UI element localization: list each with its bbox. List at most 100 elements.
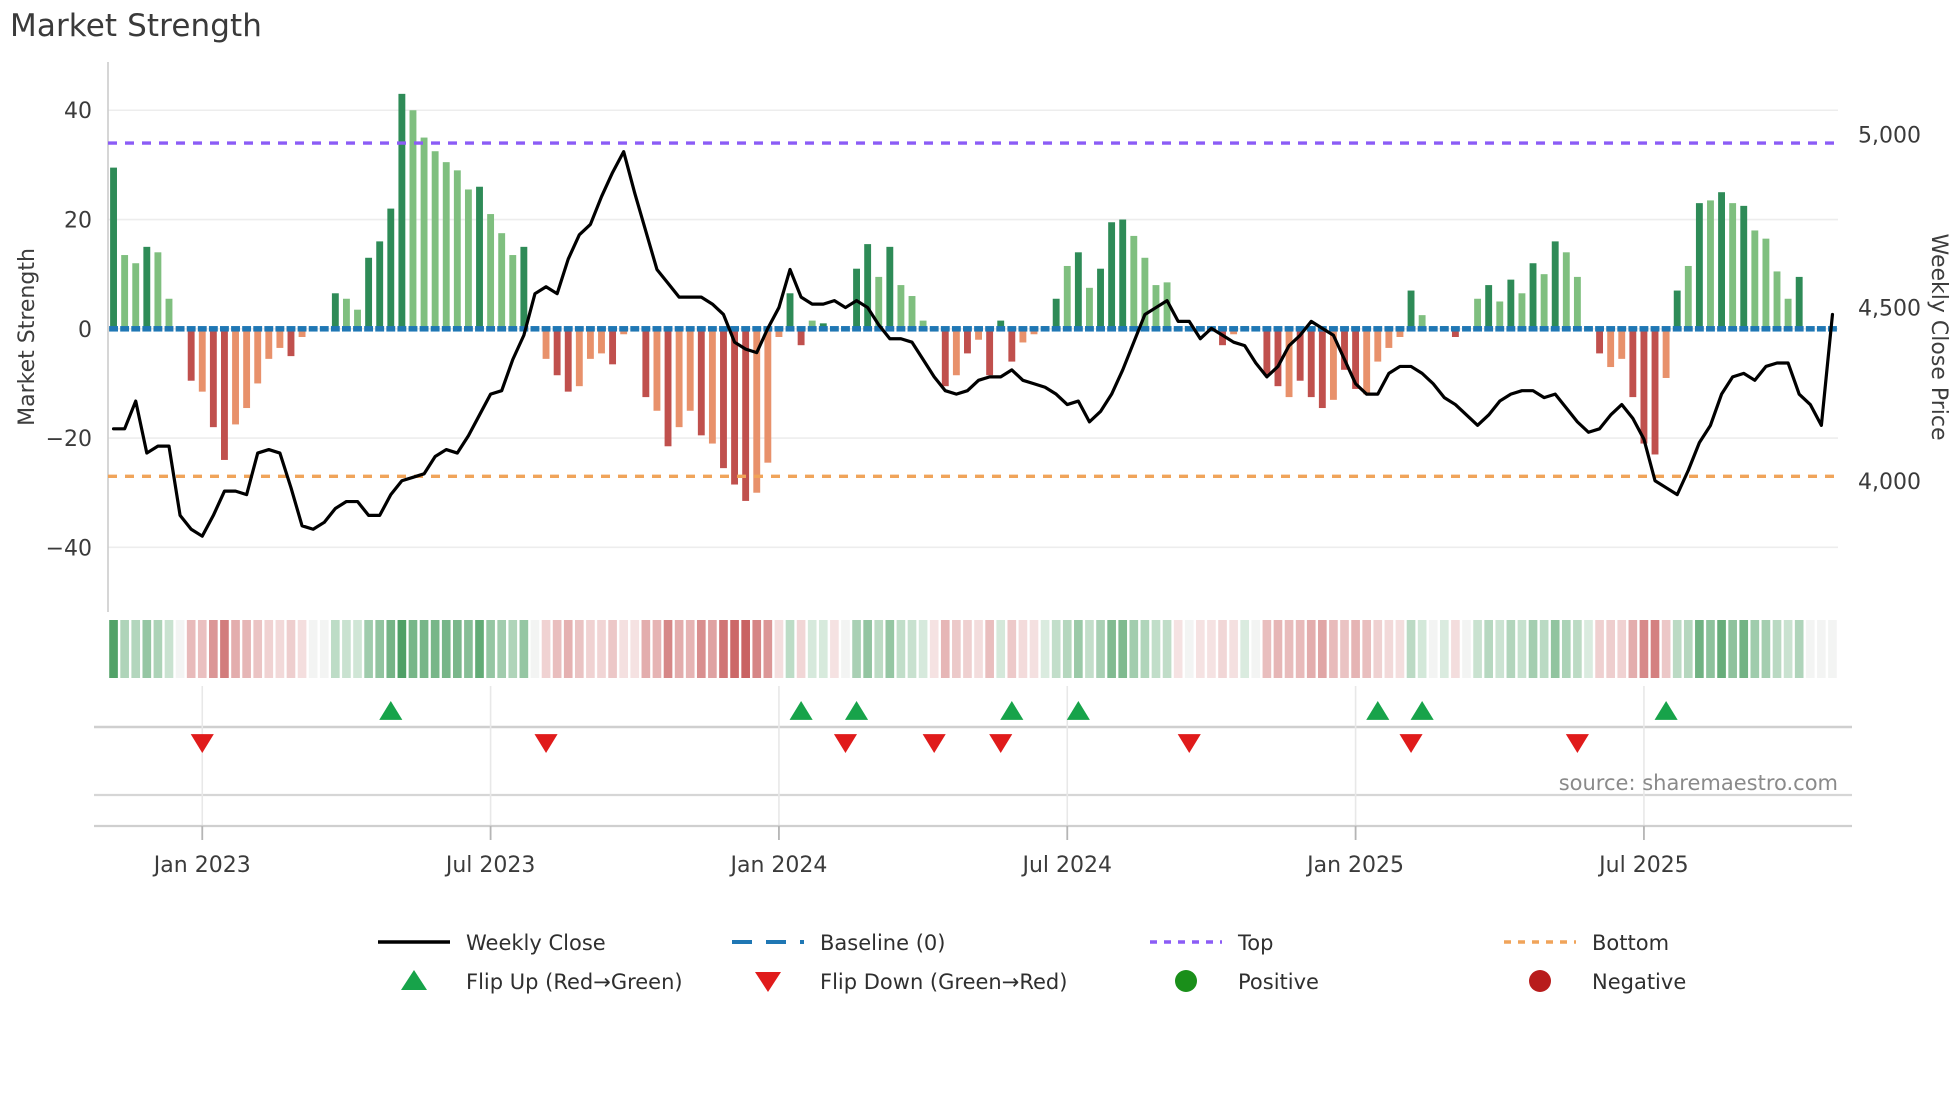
strength-bar	[354, 309, 361, 329]
heatmap-cell	[641, 620, 651, 678]
strength-bar	[952, 328, 960, 376]
strength-bar	[653, 328, 661, 411]
legend-label: Weekly Close	[466, 931, 606, 955]
source-label: source: sharemaestro.com	[1559, 771, 1838, 795]
strength-bar	[498, 233, 506, 329]
heatmap-cell	[674, 620, 684, 678]
heatmap-cell	[818, 620, 828, 678]
heatmap-cell	[253, 620, 263, 678]
heatmap-cell	[1717, 620, 1726, 678]
strength-bar	[897, 285, 905, 329]
flip-down-marker	[1177, 734, 1201, 753]
heatmap-cell	[1129, 620, 1139, 678]
heatmap-cell	[308, 620, 318, 678]
strength-bar	[1695, 203, 1703, 329]
legend-bottom[interactable]: Bottom	[1504, 931, 1669, 955]
legend-flip-up[interactable]: Flip Up (Red→Green)	[401, 970, 683, 994]
heatmap-cell	[1107, 620, 1116, 678]
heatmap-cell	[1329, 620, 1338, 678]
heatmap-cell	[852, 620, 861, 678]
strength-bar	[1008, 328, 1016, 362]
strength-bar	[753, 328, 761, 493]
heatmap-cell	[1628, 620, 1638, 678]
strength-bar	[509, 255, 517, 329]
heatmap-cell	[1517, 620, 1527, 678]
heatmap-cell	[1406, 620, 1416, 678]
strength-bar	[265, 328, 273, 359]
strength-bar	[431, 151, 439, 329]
heatmap-cell	[796, 620, 806, 678]
strength-bar	[209, 328, 217, 428]
strength-bar	[1451, 328, 1459, 337]
heatmap-cell	[153, 620, 163, 678]
heatmap-cell	[896, 620, 906, 678]
right-axis-title: Weekly Close Price	[1926, 234, 1951, 441]
heatmap-cell	[131, 620, 141, 678]
heatmap-cell	[175, 620, 185, 678]
heatmap-cell	[574, 620, 584, 678]
strength-bar	[1097, 268, 1104, 329]
heatmap-cell	[1794, 620, 1804, 678]
legend-label: Baseline (0)	[820, 931, 945, 955]
legend-baseline[interactable]: Baseline (0)	[732, 931, 945, 955]
heatmap-cell	[220, 620, 229, 678]
heatmap-cell	[1140, 620, 1150, 678]
heatmap-cell	[186, 620, 196, 678]
strength-bar	[864, 244, 872, 329]
strength-bar	[731, 328, 739, 485]
strength-bar	[786, 293, 794, 329]
heatmap-cell	[1018, 620, 1028, 678]
strength-bar	[1329, 328, 1337, 400]
strength-bar	[808, 320, 816, 329]
heatmap-cell	[286, 620, 296, 678]
legend-positive[interactable]: Positive	[1175, 970, 1319, 994]
heatmap-cell	[1451, 620, 1460, 678]
legend-flip-down[interactable]: Flip Down (Green→Red)	[755, 970, 1067, 994]
x-tick-label-4: Jan 2025	[1305, 853, 1404, 878]
strength-bar	[331, 293, 339, 329]
heatmap-cell	[508, 620, 518, 678]
left-tick-label-0: 40	[64, 99, 92, 124]
heatmap-cell	[1151, 620, 1161, 678]
legend-negative[interactable]: Negative	[1529, 970, 1686, 994]
heatmap-cell	[319, 620, 329, 678]
heatmap-cell	[1817, 620, 1826, 678]
heatmap-cell	[1728, 620, 1737, 678]
strength-bar	[1352, 328, 1360, 389]
heatmap-cell	[1428, 620, 1438, 678]
heatmap-cell	[1207, 620, 1216, 678]
heatmap-cell	[342, 620, 351, 678]
heatmap-cell	[1462, 620, 1471, 678]
strength-bar	[697, 328, 705, 436]
strength-bar	[1573, 276, 1581, 329]
legend-weekly-close[interactable]: Weekly Close	[378, 931, 606, 955]
strength-bar	[853, 268, 860, 329]
heatmap-cell	[1639, 620, 1649, 678]
heatmap-cell	[1473, 620, 1482, 678]
legend-top[interactable]: Top	[1150, 931, 1273, 955]
strength-bar	[276, 328, 284, 348]
strength-bar	[1019, 328, 1027, 343]
triangle-up-icon	[401, 970, 427, 990]
strength-bar	[964, 328, 971, 354]
flip-down-marker	[190, 734, 214, 753]
strength-bar	[1318, 328, 1326, 409]
strength-bar	[1119, 219, 1127, 329]
heatmap-cell	[907, 620, 917, 678]
heatmap-cell	[741, 620, 750, 678]
strength-bar	[1396, 328, 1404, 337]
heatmap-cell	[1805, 620, 1815, 678]
heatmap-cell	[1761, 620, 1771, 678]
strength-bar	[1307, 328, 1315, 398]
heatmap-cell	[1506, 620, 1516, 678]
strength-bar	[232, 328, 239, 425]
strength-bar	[664, 328, 672, 447]
strength-bar	[398, 93, 406, 329]
strength-bar	[1385, 328, 1393, 348]
heatmap-cell	[1772, 620, 1782, 678]
heatmap-cell	[1362, 620, 1372, 678]
legend-label: Flip Up (Red→Green)	[466, 970, 683, 994]
strength-bar	[1074, 252, 1082, 329]
heatmap-cell	[297, 620, 307, 678]
